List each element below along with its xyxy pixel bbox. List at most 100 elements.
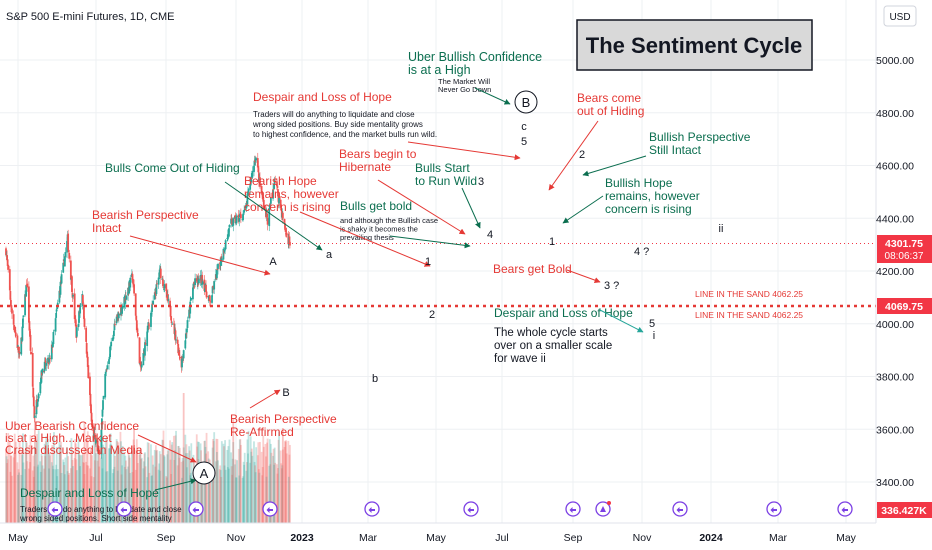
volume-bar <box>138 454 141 523</box>
volume-bar <box>104 447 107 523</box>
candle-body <box>213 281 216 290</box>
volume-bar <box>205 453 207 523</box>
price-tick-label: 4800.00 <box>876 108 914 120</box>
volume-bar <box>66 471 69 523</box>
volume-value: 336.427K <box>881 505 927 517</box>
volume-bar <box>157 469 160 523</box>
volume-bar <box>261 467 264 523</box>
volume-bar <box>139 450 141 523</box>
candle-body <box>102 400 104 410</box>
candle-body <box>25 285 28 297</box>
volume-bar <box>133 428 135 523</box>
bulls-start-run-wild: Bulls Start to Run Wild <box>415 161 477 188</box>
volume-bar <box>231 474 234 523</box>
annotations: Uber Bullish Confidence is at a High The … <box>5 50 751 523</box>
price-tick-label: 4600.00 <box>876 161 914 173</box>
volume-bar <box>268 465 271 523</box>
time-tick-label: May <box>836 532 857 544</box>
candle-body <box>228 224 231 228</box>
candle-body <box>21 326 24 341</box>
volume-bar <box>94 438 97 523</box>
event-marker-icon[interactable] <box>565 501 581 517</box>
candle-body <box>176 339 179 344</box>
volume-bar <box>217 460 219 523</box>
volume-bar <box>82 462 85 523</box>
volume-bar <box>44 456 47 523</box>
candle-body <box>262 199 265 209</box>
volume-bar <box>268 439 271 523</box>
candle-body <box>285 232 288 235</box>
candle-body <box>219 265 222 267</box>
earnings-flag-icon[interactable] <box>595 501 611 517</box>
candle-body <box>169 305 172 317</box>
volume-bar <box>75 470 78 523</box>
candle-body <box>192 283 195 289</box>
volume-bar <box>155 450 158 523</box>
candle-body <box>74 319 77 327</box>
bearish-hope-remains: Bearish Hope remains, however concern is r… <box>244 174 339 214</box>
volume-bar <box>59 451 61 523</box>
volume-bar <box>178 457 181 523</box>
line-price-badge <box>877 298 932 314</box>
event-marker-icon[interactable] <box>837 501 853 517</box>
volume-bar <box>24 469 26 523</box>
candle-body <box>253 165 255 173</box>
event-marker-icon[interactable] <box>262 501 278 517</box>
event-marker-icon[interactable] <box>672 501 688 517</box>
event-marker-icon[interactable] <box>188 501 204 517</box>
candle-body <box>223 249 226 253</box>
time-tick-label: Jul <box>89 532 102 544</box>
candle-body <box>268 207 271 227</box>
currency-button[interactable] <box>883 5 917 27</box>
volume-bar <box>50 462 53 523</box>
volume-bar <box>17 474 19 523</box>
volume-bar <box>10 455 12 523</box>
volume-bar <box>91 455 94 523</box>
candle-body <box>167 299 170 301</box>
candle-body <box>109 347 112 349</box>
candle-body <box>5 248 7 256</box>
candle-body <box>182 350 185 359</box>
time-tick-label: Mar <box>769 532 788 544</box>
candle-body <box>97 448 100 450</box>
title-box: The Sentiment Cycle <box>576 19 813 71</box>
volume-bar <box>9 471 12 523</box>
price-tick-label: 3800.00 <box>876 372 914 384</box>
volume-bar <box>284 440 286 523</box>
candle-body <box>31 352 34 387</box>
volume-bar <box>77 435 80 523</box>
wave-5-projected: 5 <box>649 318 655 330</box>
volume-bar <box>232 418 235 523</box>
candle-body <box>195 278 198 282</box>
candle-body <box>142 353 145 366</box>
candle-body <box>64 252 67 258</box>
plot-area[interactable] <box>0 0 876 523</box>
volume-bar <box>230 452 232 523</box>
wave-2b: 2 <box>579 149 585 161</box>
volume-bar <box>120 474 123 523</box>
event-marker-icon[interactable] <box>766 501 782 517</box>
event-icons[interactable] <box>47 501 853 517</box>
volume-bar <box>81 452 84 523</box>
price-tick-label: 3600.00 <box>876 424 914 436</box>
event-marker-icon[interactable] <box>116 501 132 517</box>
volume-bar <box>132 439 135 523</box>
event-marker-icon[interactable] <box>47 501 63 517</box>
candle-body <box>147 325 150 327</box>
event-marker-icon[interactable] <box>364 501 380 517</box>
volume-bar <box>48 468 50 523</box>
candle-body <box>205 284 207 292</box>
candle-body <box>174 330 177 341</box>
volume-bar <box>192 477 194 523</box>
candle-body <box>269 202 272 206</box>
volume-bar <box>231 458 234 523</box>
candle-body <box>105 369 108 371</box>
volume-bar <box>130 450 133 523</box>
volume-bar <box>169 459 172 523</box>
line-in-sand-label-top: LINE IN THE SAND 4062.25 <box>695 289 803 299</box>
price-axis[interactable]: USD 3400.00 3600.00 3800.00 4000.00 4200.00 4… <box>875 0 932 523</box>
time-axis[interactable]: May Jul Sep Nov 2023 Mar May Jul Sep Nov 2024 Mar Ma… <box>0 522 932 550</box>
wave-3-question: 3 ? <box>604 280 619 292</box>
event-marker-icon[interactable] <box>463 501 479 517</box>
volume-bar <box>238 475 241 523</box>
